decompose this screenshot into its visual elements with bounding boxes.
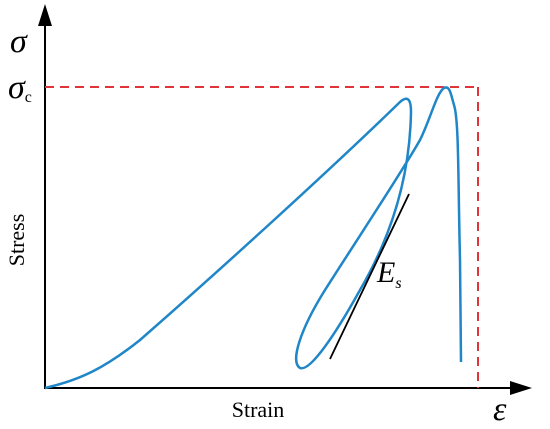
- modulus-symbol: E: [376, 256, 395, 289]
- tangent-line: [329, 193, 410, 360]
- modulus-label: Es: [376, 256, 402, 292]
- peak-subscript: c: [25, 89, 32, 106]
- x-axis-symbol: ε: [493, 391, 507, 428]
- stress-strain-curve: [44, 86, 463, 390]
- peak-symbol: σ: [8, 69, 26, 106]
- x-axis-arrow: [510, 381, 532, 395]
- y-axis-label: Stress: [4, 214, 29, 267]
- modulus-subscript: s: [395, 275, 401, 292]
- y-axis-symbol: σ: [10, 23, 28, 60]
- peak-stress-label: σc: [8, 69, 32, 106]
- x-axis-label: Strain: [232, 397, 285, 422]
- y-axis-arrow: [38, 4, 52, 26]
